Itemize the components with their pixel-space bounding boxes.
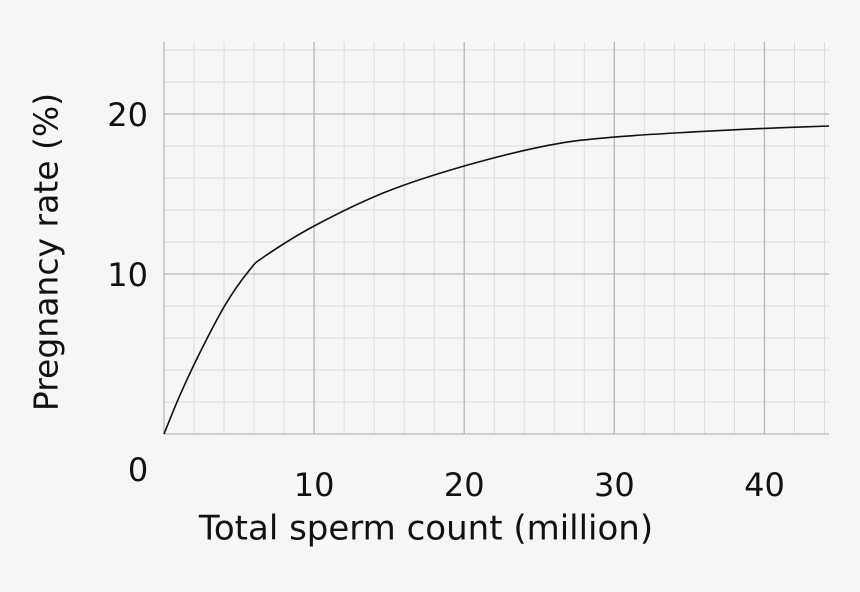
y-tick-label: 20	[107, 96, 148, 134]
data-line	[163, 125, 830, 435]
y-axis-label: Pregnancy rate (%)	[27, 93, 66, 411]
x-axis-label: Total sperm count (million)	[198, 509, 653, 549]
x-tick-label: 20	[444, 466, 485, 504]
x-tick-label: 10	[294, 466, 335, 504]
x-tick-label: 30	[594, 466, 635, 504]
x-tick-label: 40	[744, 466, 785, 504]
origin-label: 0	[128, 451, 148, 489]
y-tick-label: 10	[107, 256, 148, 294]
